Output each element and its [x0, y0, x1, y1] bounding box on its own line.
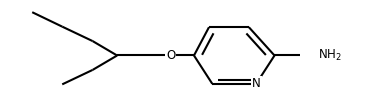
Text: N: N	[252, 77, 261, 90]
Text: NH$_2$: NH$_2$	[318, 48, 341, 63]
Text: O: O	[166, 49, 175, 62]
